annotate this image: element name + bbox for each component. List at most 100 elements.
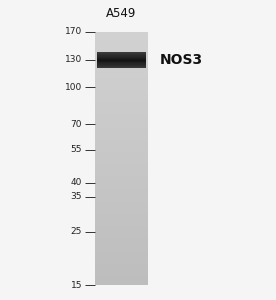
Bar <box>95 179 148 180</box>
Bar <box>95 58 148 60</box>
Bar <box>95 227 148 228</box>
Bar <box>95 98 148 99</box>
Bar <box>95 82 148 84</box>
Bar <box>97 57 146 58</box>
Bar <box>95 178 148 179</box>
Text: 100: 100 <box>65 83 82 92</box>
Bar <box>95 47 148 48</box>
Bar <box>95 174 148 175</box>
Bar <box>95 46 148 47</box>
Bar <box>95 33 148 34</box>
Bar <box>95 275 148 276</box>
Text: A549: A549 <box>106 7 137 20</box>
Bar <box>95 180 148 181</box>
Bar <box>95 89 148 90</box>
Bar <box>95 148 148 150</box>
Bar <box>95 90 148 92</box>
Bar <box>95 94 148 95</box>
Bar <box>95 123 148 124</box>
Bar <box>95 226 148 227</box>
Bar <box>95 252 148 254</box>
Bar <box>95 51 148 52</box>
Bar <box>97 62 146 63</box>
Bar <box>95 161 148 162</box>
Bar <box>95 246 148 247</box>
Bar <box>95 255 148 256</box>
Bar <box>95 134 148 136</box>
Bar <box>95 73 148 74</box>
Bar <box>95 199 148 200</box>
Bar <box>95 50 148 51</box>
Bar <box>95 106 148 108</box>
Bar <box>95 62 148 64</box>
Bar <box>95 162 148 164</box>
Bar <box>95 274 148 275</box>
Bar <box>95 116 148 117</box>
Bar <box>95 124 148 126</box>
Bar <box>95 34 148 36</box>
Bar <box>95 271 148 272</box>
Bar <box>95 169 148 170</box>
Bar <box>95 114 148 116</box>
Bar <box>95 218 148 219</box>
Bar <box>95 99 148 100</box>
Bar <box>95 242 148 243</box>
Bar <box>95 191 148 193</box>
Bar <box>97 59 146 60</box>
Bar <box>95 248 148 250</box>
Bar <box>97 53 146 54</box>
Bar <box>95 224 148 226</box>
Bar <box>97 52 146 53</box>
Bar <box>95 256 148 257</box>
Bar <box>97 54 146 55</box>
Bar <box>95 68 148 69</box>
Bar <box>95 234 148 236</box>
Bar <box>95 147 148 148</box>
Bar <box>95 53 148 55</box>
Bar <box>95 203 148 204</box>
Bar <box>95 136 148 137</box>
Bar <box>95 121 148 122</box>
Bar <box>95 189 148 190</box>
Bar <box>95 262 148 263</box>
Bar <box>95 193 148 194</box>
Bar <box>95 86 148 88</box>
Bar <box>95 195 148 196</box>
Bar <box>95 170 148 171</box>
Bar <box>95 81 148 83</box>
Bar <box>95 109 148 110</box>
Bar <box>95 137 148 138</box>
Bar <box>95 113 148 114</box>
Bar <box>95 151 148 152</box>
Bar <box>95 279 148 280</box>
Bar <box>95 254 148 255</box>
Bar <box>95 212 148 213</box>
Bar <box>95 266 148 267</box>
Bar <box>95 272 148 274</box>
Bar <box>95 276 148 278</box>
Bar <box>95 194 148 195</box>
Bar <box>95 244 148 246</box>
Bar <box>95 208 148 209</box>
Bar <box>95 257 148 258</box>
Bar <box>95 231 148 232</box>
Bar <box>95 188 148 189</box>
Bar <box>95 278 148 279</box>
Bar <box>95 175 148 176</box>
Bar <box>97 58 146 59</box>
Bar <box>95 140 148 141</box>
Bar <box>95 205 148 207</box>
Bar <box>97 64 146 65</box>
Bar <box>95 70 148 71</box>
Bar <box>95 258 148 260</box>
Bar <box>95 102 148 103</box>
Bar <box>95 104 148 105</box>
Bar <box>95 42 148 44</box>
Bar <box>95 182 148 184</box>
Bar <box>95 204 148 205</box>
Bar <box>95 157 148 158</box>
Bar <box>95 142 148 143</box>
Bar <box>95 217 148 218</box>
Bar <box>95 95 148 97</box>
Bar <box>95 92 148 93</box>
